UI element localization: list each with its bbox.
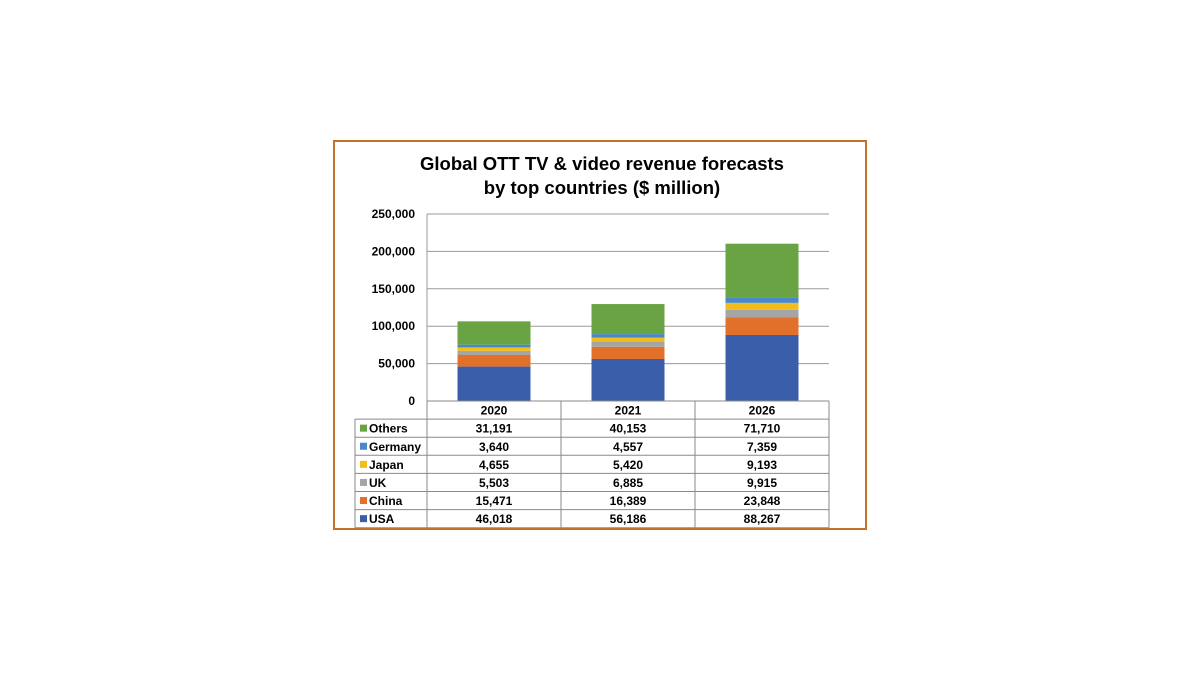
bar-japan-2026 (725, 302, 799, 310)
data-table: 2020 2021 2026 Others 31,191 40,153 71,710 Germ… (354, 400, 830, 528)
chart-svg: Global OTT TV & video revenue forecasts … (354, 153, 830, 528)
y-tick-label: 50,000 (378, 357, 415, 371)
data-label: 7,359 (747, 440, 777, 454)
data-label: 56,186 (610, 512, 647, 526)
legend-key-china (360, 497, 367, 505)
bar-others-2026 (725, 243, 799, 298)
bar-uk-2020 (457, 350, 531, 356)
data-label: 6,885 (613, 476, 643, 490)
y-tick-label: 100,000 (372, 319, 416, 333)
bar-germany-2021 (591, 334, 665, 338)
bar-uk-2021 (591, 341, 665, 347)
bar-others-2021 (591, 304, 665, 335)
bar-usa-2026 (725, 334, 799, 401)
data-label: 9,915 (747, 476, 777, 490)
bars (457, 243, 799, 401)
bar-germany-2020 (457, 344, 531, 348)
bar-japan-2021 (591, 337, 665, 342)
data-label: 40,153 (610, 422, 647, 436)
bar-china-2021 (591, 346, 665, 359)
legend-key-germany (360, 442, 367, 450)
legend-key-japan (360, 460, 367, 468)
data-label: 5,503 (479, 476, 509, 490)
y-tick-label: 0 (408, 394, 415, 408)
data-label: 9,193 (747, 458, 777, 472)
legend-label-uk: UK (369, 476, 387, 490)
legend-label-china: China (369, 494, 403, 508)
chart-frame: Global OTT TV & video revenue forecasts … (333, 140, 867, 530)
legend-label-japan: Japan (369, 458, 404, 472)
y-tick-label: 200,000 (372, 244, 416, 258)
data-label: 23,848 (744, 494, 781, 508)
x-tick-label: 2020 (481, 404, 508, 418)
data-label: 4,557 (613, 440, 643, 454)
data-label: 31,191 (476, 422, 513, 436)
data-label: 3,640 (479, 440, 509, 454)
legend-label-usa: USA (369, 512, 395, 526)
bar-germany-2026 (725, 297, 799, 303)
bar-china-2026 (725, 317, 799, 335)
data-label: 5,420 (613, 458, 643, 472)
bar-japan-2020 (457, 347, 531, 351)
x-tick-label: 2021 (615, 404, 642, 418)
y-axis-ticks: 0 50,000 100,000 150,000 200,000 250,000 (372, 207, 416, 408)
bar-china-2020 (457, 355, 531, 367)
legend-key-uk (360, 478, 367, 486)
legend-label-germany: Germany (369, 440, 421, 454)
bar-others-2020 (457, 321, 531, 345)
bar-usa-2020 (457, 366, 531, 401)
chart-title-line-2: by top countries ($ million) (484, 177, 720, 198)
y-tick-label: 250,000 (372, 207, 416, 221)
x-tick-label: 2026 (749, 404, 776, 418)
bar-uk-2026 (725, 309, 799, 318)
data-label: 71,710 (744, 422, 781, 436)
data-label: 4,655 (479, 458, 509, 472)
chart-title-line-1: Global OTT TV & video revenue forecasts (420, 153, 784, 174)
legend-key-others (360, 424, 367, 432)
y-tick-label: 150,000 (372, 282, 416, 296)
data-label: 46,018 (476, 512, 513, 526)
data-label: 16,389 (610, 494, 647, 508)
data-label: 15,471 (476, 494, 513, 508)
bar-usa-2021 (591, 358, 665, 401)
data-label: 88,267 (744, 512, 781, 526)
legend-label-others: Others (369, 422, 408, 436)
legend-key-usa (360, 515, 367, 523)
